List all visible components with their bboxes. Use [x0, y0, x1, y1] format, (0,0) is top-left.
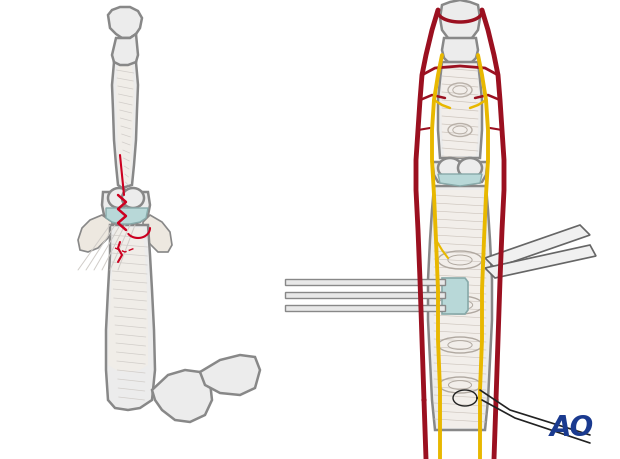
Ellipse shape — [122, 188, 144, 208]
Polygon shape — [108, 228, 148, 372]
Polygon shape — [428, 186, 492, 430]
Polygon shape — [485, 225, 590, 268]
Polygon shape — [112, 62, 138, 188]
Polygon shape — [441, 64, 479, 156]
Polygon shape — [442, 38, 478, 64]
Polygon shape — [152, 370, 212, 422]
Text: AO: AO — [550, 414, 594, 442]
Polygon shape — [285, 292, 445, 298]
Polygon shape — [285, 279, 445, 285]
Polygon shape — [102, 192, 150, 225]
Polygon shape — [112, 34, 138, 65]
Polygon shape — [432, 162, 488, 186]
Ellipse shape — [438, 158, 462, 178]
Polygon shape — [108, 7, 142, 38]
Polygon shape — [440, 0, 480, 40]
Polygon shape — [106, 208, 148, 224]
Ellipse shape — [108, 188, 130, 208]
Polygon shape — [434, 190, 486, 428]
Polygon shape — [78, 215, 112, 252]
Polygon shape — [438, 174, 482, 186]
Polygon shape — [438, 62, 482, 158]
Polygon shape — [143, 215, 172, 252]
Polygon shape — [485, 245, 596, 278]
Polygon shape — [116, 65, 134, 184]
Polygon shape — [442, 278, 468, 314]
Ellipse shape — [458, 158, 482, 178]
Polygon shape — [200, 355, 260, 395]
Polygon shape — [285, 305, 445, 311]
Polygon shape — [106, 225, 155, 410]
